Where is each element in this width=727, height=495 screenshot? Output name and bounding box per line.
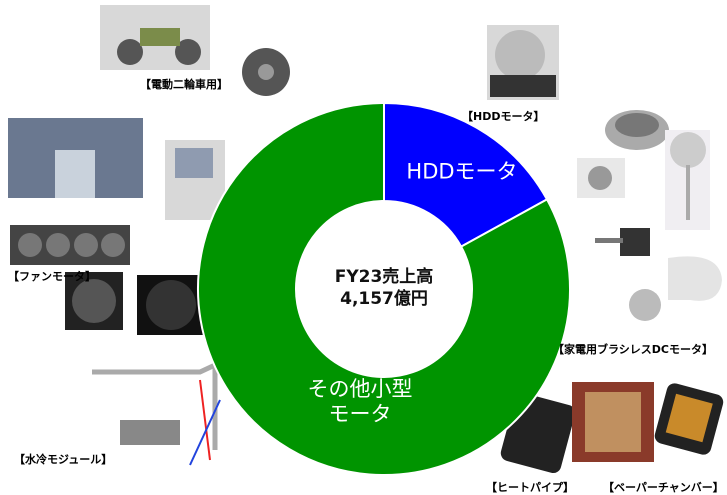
- segment-label: HDDモータ: [406, 159, 518, 184]
- photos: [8, 5, 724, 474]
- center-text: FY23売上高: [334, 267, 434, 287]
- photo-caption: 【ヒートパイプ】: [486, 481, 574, 494]
- photo-caption: 【水冷モジュール】: [14, 453, 113, 466]
- center-text: 4,157億円: [340, 289, 428, 309]
- photo-caption: 【HDDモータ】: [462, 110, 545, 123]
- segment-label: その他小型モータ: [307, 376, 413, 426]
- pie-segment: [383, 101, 549, 248]
- photo-caption: 【電動二輪車用】: [140, 78, 228, 91]
- pie-segment: [197, 101, 571, 476]
- photo-caption: 【家電用ブラシレスDCモータ】: [553, 343, 713, 356]
- photo-caption: 【ファンモータ】: [8, 270, 96, 283]
- photo-caption: 【ベーパーチャンバー】: [603, 481, 724, 494]
